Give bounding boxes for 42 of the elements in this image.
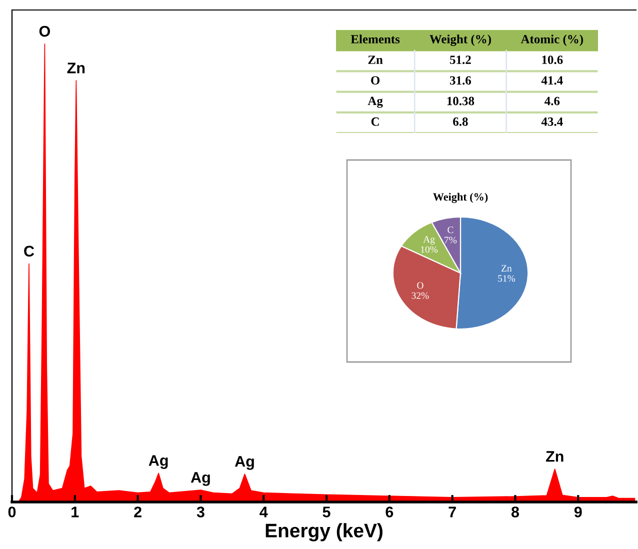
text: 10.38 bbox=[447, 96, 474, 106]
annotation: Ag bbox=[148, 455, 168, 469]
category-label: C bbox=[371, 117, 379, 126]
x-tick-label: 0 bbox=[8, 506, 16, 518]
category-label: Atomic (%) bbox=[520, 34, 584, 46]
annotation: C bbox=[24, 246, 34, 257]
category-label: O bbox=[371, 76, 380, 85]
data-label: 32% bbox=[412, 292, 429, 299]
chart-title: Weight (%) bbox=[433, 192, 488, 203]
x-tick-label: 7 bbox=[448, 506, 456, 518]
category-label: Ag bbox=[368, 96, 383, 108]
category-label: Zn bbox=[368, 56, 383, 64]
x-tick-label: 1 bbox=[72, 506, 79, 518]
x-tick-label: 3 bbox=[196, 506, 204, 518]
x-tick-label: 4 bbox=[260, 506, 268, 518]
slice-label: Zn bbox=[502, 265, 512, 272]
text: 41.4 bbox=[541, 76, 563, 85]
annotation: Ag bbox=[190, 472, 210, 486]
text: 43.4 bbox=[541, 117, 563, 126]
data-label: 7% bbox=[444, 236, 457, 244]
slice-label: O bbox=[417, 282, 424, 289]
x-tick-label: 9 bbox=[574, 506, 582, 518]
x-tick-label: 2 bbox=[134, 506, 142, 518]
x-tick-label: 6 bbox=[386, 506, 394, 518]
data-label: 10% bbox=[420, 246, 438, 253]
category-label: Elements bbox=[350, 34, 400, 44]
text: 31.6 bbox=[450, 76, 472, 85]
x-tick-label: 5 bbox=[322, 506, 330, 518]
text: 51.2 bbox=[450, 56, 471, 64]
annotation: Zn bbox=[67, 62, 85, 74]
category-label: Weight (%) bbox=[430, 34, 491, 46]
text: 6.8 bbox=[453, 117, 468, 126]
x-tick-label: 8 bbox=[511, 506, 520, 518]
text: 4.6 bbox=[544, 96, 560, 106]
slice-label: C bbox=[448, 226, 454, 234]
slice-label: Ag bbox=[423, 236, 435, 245]
annotation: O bbox=[39, 26, 50, 37]
data-label: 51% bbox=[498, 275, 516, 282]
annotation: Ag bbox=[234, 456, 254, 470]
text: 10.6 bbox=[542, 56, 563, 64]
annotation: Zn bbox=[546, 451, 564, 462]
x-axis-title: Energy (keV) bbox=[266, 523, 382, 542]
